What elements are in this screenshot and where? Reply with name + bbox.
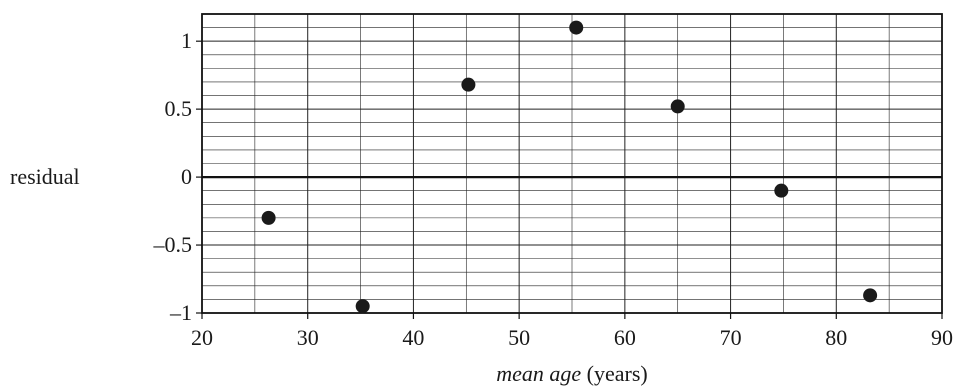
y-axis-label: residual (10, 164, 80, 189)
x-axis-label: mean age (years) (496, 361, 648, 386)
data-point (461, 77, 476, 92)
x-tick-label: 60 (614, 325, 636, 350)
x-tick-label: 30 (297, 325, 319, 350)
data-point (863, 288, 878, 303)
x-tick-label: 20 (191, 325, 213, 350)
y-tick-label: 0 (181, 164, 192, 189)
x-tick-label: 50 (508, 325, 530, 350)
y-tick-label: –1 (169, 300, 192, 325)
grid (201, 13, 943, 314)
data-point (670, 99, 685, 114)
x-axis-label-main: mean age (496, 361, 581, 386)
y-tick-label: –0.5 (153, 232, 193, 257)
data-point (355, 299, 370, 314)
data-points (261, 20, 878, 314)
x-tick-labels: 20 30 40 50 60 70 80 90 (191, 313, 953, 350)
x-tick-label: 90 (931, 325, 953, 350)
plot-frame (201, 13, 943, 314)
x-tick-label: 70 (720, 325, 742, 350)
y-tick-labels: 1 0.5 0 –0.5 –1 (153, 28, 202, 325)
x-tick-label: 80 (825, 325, 847, 350)
data-point (569, 20, 584, 35)
y-tick-label: 1 (181, 28, 192, 53)
y-tick-label: 0.5 (165, 96, 193, 121)
x-tick-label: 40 (402, 325, 424, 350)
data-point (774, 183, 789, 198)
x-axis-label-unit: (years) (581, 361, 648, 386)
data-point (261, 210, 276, 225)
